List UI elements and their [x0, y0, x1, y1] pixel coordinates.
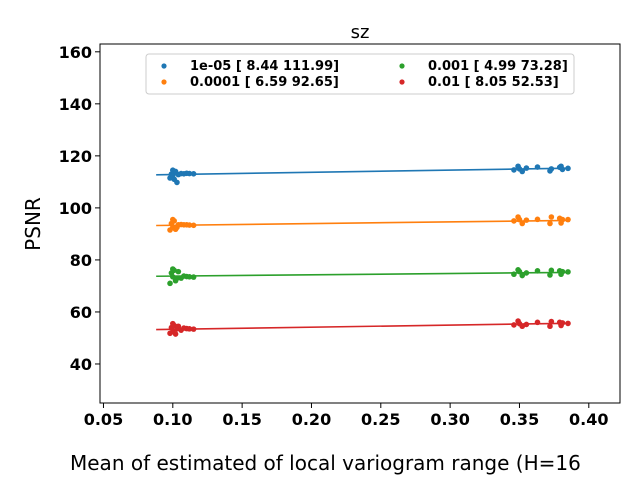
- x-tick-label: 0.40: [569, 410, 608, 429]
- data-point: [511, 218, 517, 224]
- x-axis-label: Mean of estimated of local variogram ran…: [70, 451, 581, 475]
- legend-label: 1e-05 [ 8.44 111.99]: [190, 59, 339, 74]
- data-point: [559, 166, 566, 173]
- data-point: [174, 275, 180, 281]
- legend-label: 0.0001 [ 6.59 92.65]: [190, 75, 339, 90]
- data-point: [547, 272, 553, 278]
- y-tick-label: 160: [59, 43, 92, 62]
- data-point: [511, 167, 517, 173]
- data-point: [186, 222, 193, 228]
- data-point: [534, 216, 541, 223]
- y-tick-label: 100: [59, 199, 92, 218]
- legend: 1e-05 [ 8.44 111.99]0.0001 [ 6.59 92.65]…: [145, 53, 575, 95]
- data-point: [547, 220, 553, 227]
- data-point: [565, 165, 571, 172]
- data-point: [548, 267, 555, 274]
- data-point: [172, 331, 179, 337]
- series-3: [156, 318, 571, 337]
- legend-box: [145, 53, 575, 95]
- data-point: [190, 222, 197, 229]
- data-point: [174, 179, 180, 186]
- fit-line-0: [156, 167, 570, 176]
- data-point: [547, 323, 553, 330]
- data-point: [548, 214, 555, 220]
- data-point: [511, 271, 517, 278]
- data-point: [519, 272, 526, 279]
- legend-marker: [399, 79, 405, 85]
- data-point: [519, 168, 526, 175]
- data-point: [548, 166, 555, 172]
- data-point: [167, 280, 173, 287]
- y-axis-label: PSNR: [21, 197, 45, 251]
- data-point: [534, 268, 541, 274]
- y-tick-label: 60: [70, 303, 92, 322]
- data-point: [511, 322, 517, 328]
- plot-frame: [99, 43, 621, 404]
- axis-ticks: 0.05 0.10 0.15 0.20 0.25 0.30 0.35 0.40 40 60 80 10…: [59, 43, 609, 429]
- data-point: [559, 268, 566, 275]
- legend-marker: [161, 63, 167, 69]
- plot-layer: [156, 163, 571, 337]
- data-point: [559, 320, 566, 326]
- data-point: [175, 323, 182, 330]
- legend-label: 0.001 [ 4.99 73.28]: [428, 59, 568, 74]
- series-2: [156, 266, 571, 287]
- data-point: [171, 218, 177, 224]
- y-tick-label: 140: [59, 95, 92, 114]
- x-tick-label: 0.15: [222, 410, 261, 429]
- legend-marker: [399, 63, 405, 69]
- data-point: [534, 164, 541, 170]
- legend-label: 0.01 [ 8.05 52.53]: [428, 75, 559, 90]
- y-tick-label: 80: [70, 251, 92, 270]
- data-point: [523, 321, 530, 328]
- data-point: [516, 216, 523, 223]
- data-point: [523, 270, 530, 276]
- chart-title: sz: [351, 22, 370, 43]
- y-tick-label: 40: [70, 355, 92, 374]
- data-point: [186, 274, 193, 280]
- x-tick-label: 0.10: [153, 410, 192, 429]
- data-point: [565, 320, 571, 327]
- y-tick-label: 120: [59, 147, 92, 166]
- data-point: [523, 165, 530, 171]
- fit-line-3: [156, 322, 570, 331]
- data-point: [186, 170, 193, 177]
- x-tick-label: 0.20: [292, 410, 331, 429]
- data-point: [175, 268, 182, 275]
- fit-line-2: [156, 271, 570, 278]
- legend-marker: [161, 79, 167, 85]
- data-point: [565, 269, 571, 275]
- x-tick-label: 0.35: [500, 410, 539, 429]
- data-point: [559, 216, 566, 223]
- data-point: [190, 326, 197, 332]
- x-tick-label: 0.30: [430, 410, 469, 429]
- data-point: [190, 274, 197, 280]
- data-point: [565, 216, 571, 223]
- x-tick-label: 0.25: [361, 410, 400, 429]
- data-point: [519, 220, 526, 227]
- series-0: [156, 163, 571, 186]
- fit-line-1: [156, 219, 570, 227]
- data-point: [523, 217, 530, 223]
- data-point: [190, 171, 197, 177]
- data-point: [516, 268, 523, 275]
- x-tick-label: 0.05: [84, 410, 123, 429]
- data-point: [548, 318, 555, 325]
- series-1: [156, 214, 571, 233]
- data-point: [534, 319, 541, 326]
- data-point: [186, 326, 193, 332]
